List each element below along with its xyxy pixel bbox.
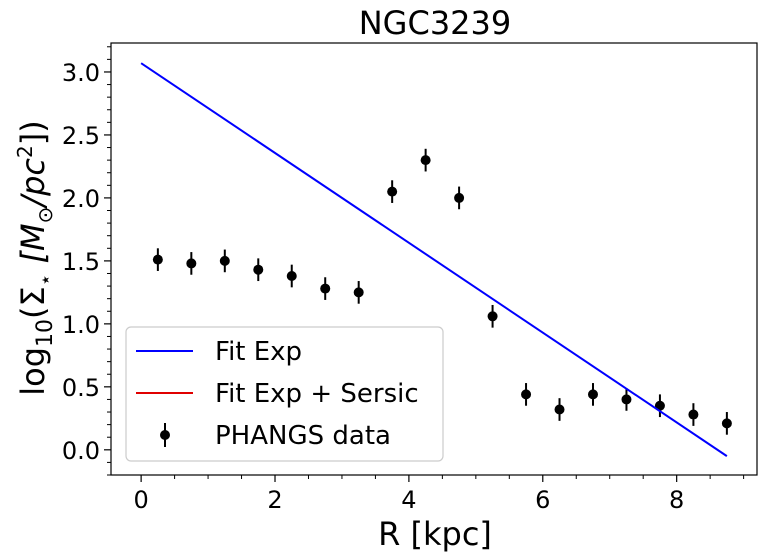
legend-box (125, 326, 444, 462)
y-label-unit: /pc (14, 158, 52, 210)
data-point (420, 155, 431, 166)
legend-label: Fit Exp + Sersic (215, 379, 419, 409)
y-tick-label: 0.5 (62, 374, 100, 402)
x-tick-label: 8 (669, 486, 684, 514)
data-point (587, 389, 598, 400)
fit-exp-line (140, 62, 728, 457)
data-point (454, 192, 465, 203)
y-label-star: ⋆ (33, 274, 57, 287)
legend: Fit Exp Fit Exp + Sersic PHANGS data (125, 326, 444, 462)
y-label-end: ]) (14, 120, 52, 145)
data-point (219, 255, 230, 266)
y-tick-label: 3.0 (62, 59, 100, 87)
svg-text:log10(Σ⋆ [M⊙/pc2]): log10(Σ⋆ [M⊙/pc2]) (13, 120, 58, 395)
legend-label: Fit Exp (215, 337, 302, 367)
y-label-mid: (Σ (14, 286, 52, 319)
x-axis-label: R [kpc] (378, 515, 492, 553)
data-point (387, 186, 398, 197)
chart-title: NGC3239 (359, 4, 512, 42)
data-point (320, 283, 331, 294)
legend-label: PHANGS data (215, 421, 391, 451)
y-tick-label: 1.5 (62, 248, 100, 276)
series-layer (140, 62, 732, 457)
data-point (286, 271, 297, 282)
x-tick-label: 0 (133, 486, 148, 514)
y-tick-label: 2.5 (62, 122, 100, 150)
data-point (521, 389, 532, 400)
y-label-sub: 10 (33, 319, 58, 347)
data-point (353, 287, 364, 298)
axes-layer: 0 2 4 6 8 0.0 0.5 1.0 1.5 2.0 2.5 3.0 (62, 42, 758, 514)
legend-point-marker (160, 430, 170, 440)
y-axis-label: log10(Σ⋆ [M⊙/pc2]) (13, 120, 58, 395)
data-point (721, 418, 732, 429)
y-tick-label: 0.0 (62, 437, 100, 465)
x-tick-label: 6 (535, 486, 550, 514)
data-point (152, 254, 163, 265)
data-point (487, 311, 498, 322)
y-label-bracket: [M (14, 223, 52, 273)
y-label-prefix: log (14, 347, 52, 396)
data-point (688, 409, 699, 420)
y-label-sun: ⊙ (33, 207, 57, 224)
data-point (186, 258, 197, 269)
y-label-sup: 2 (13, 145, 37, 158)
x-tick-label: 2 (267, 486, 282, 514)
data-point (253, 264, 264, 275)
plot-frame (110, 42, 758, 476)
x-tick-label: 4 (401, 486, 416, 514)
data-point (621, 394, 632, 405)
data-point (554, 404, 565, 415)
y-tick-label: 2.0 (62, 185, 100, 213)
y-tick-label: 1.0 (62, 311, 100, 339)
data-point (654, 400, 665, 411)
